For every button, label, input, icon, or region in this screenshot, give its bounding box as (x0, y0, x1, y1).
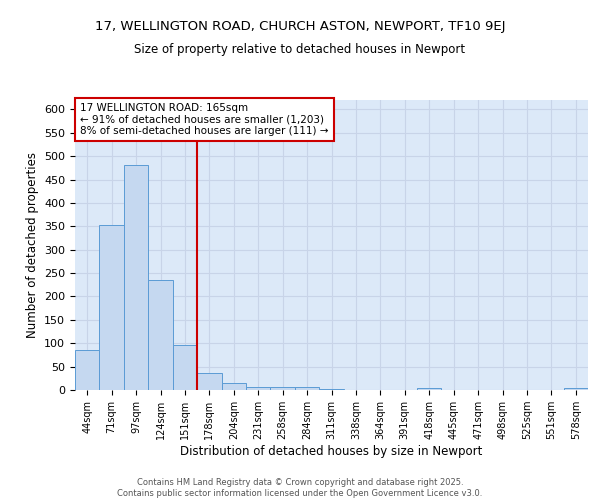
Bar (100, 226, 124, 390)
Bar (197, 372, 221, 390)
Bar (563, 388, 588, 390)
X-axis label: Distribution of detached houses by size in Newport: Distribution of detached houses by size … (181, 445, 482, 458)
Bar (417, 388, 442, 390)
Bar (221, 382, 246, 390)
Bar (75, 350, 100, 390)
Bar (124, 166, 148, 390)
Bar (173, 344, 197, 390)
Bar (246, 386, 271, 390)
Bar (295, 386, 319, 390)
Bar (148, 280, 173, 390)
Text: Contains HM Land Registry data © Crown copyright and database right 2025.
Contai: Contains HM Land Registry data © Crown c… (118, 478, 482, 498)
Text: Size of property relative to detached houses in Newport: Size of property relative to detached ho… (134, 42, 466, 56)
Text: 17, WELLINGTON ROAD, CHURCH ASTON, NEWPORT, TF10 9EJ: 17, WELLINGTON ROAD, CHURCH ASTON, NEWPO… (95, 20, 505, 33)
Bar (271, 386, 295, 390)
Text: 17 WELLINGTON ROAD: 165sqm
← 91% of detached houses are smaller (1,203)
8% of se: 17 WELLINGTON ROAD: 165sqm ← 91% of deta… (80, 103, 329, 136)
Y-axis label: Number of detached properties: Number of detached properties (26, 152, 38, 338)
Bar (319, 389, 344, 390)
